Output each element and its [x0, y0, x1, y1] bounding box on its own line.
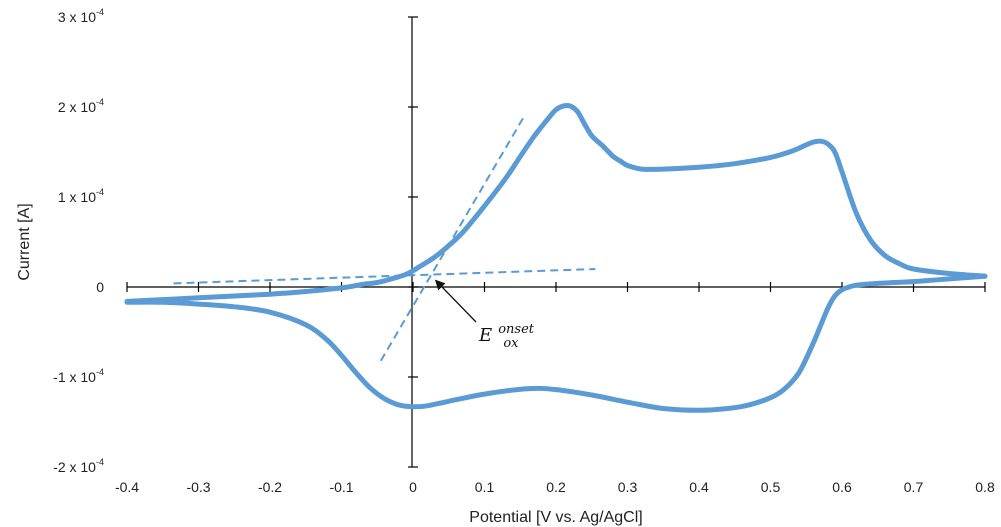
x-tick-label: 0.6: [832, 479, 852, 495]
y-axis-tick-labels: 3 x 10-4 2 x 10-4 1 x 10-4 0 -1 x 10-4 -2 x 1…: [53, 7, 104, 475]
onset-symbol: E: [478, 325, 492, 346]
y-tick-label: 3 x 10-4: [58, 7, 104, 25]
x-tick-label: 0.7: [904, 479, 924, 495]
data-series: [124, 103, 988, 413]
y-axis-ticks: [408, 16, 418, 468]
y-tick-label: 2 x 10-4: [58, 97, 104, 115]
x-tick-label: 0.5: [761, 479, 781, 495]
x-tick-label: 0.4: [689, 479, 709, 495]
series-line: [124, 273, 988, 413]
tangent-lines: [173, 116, 596, 362]
x-axis-title: Potential [V vs. Ag/AgCl]: [469, 509, 642, 526]
tangent-line: [379, 116, 525, 362]
x-axis-tick-labels: -0.4 -0.3 -0.2 -0.1 0 0.1 0.2 0.3 0.4 0.5 0.6 0.7 0.…: [115, 479, 995, 495]
y-tick-label: -1 x 10-4: [53, 367, 104, 385]
x-tick-label: 0: [409, 479, 417, 495]
y-tick-label: 1 x 10-4: [58, 187, 104, 205]
x-tick-label: -0.2: [258, 479, 282, 495]
x-tick-label: -0.4: [115, 479, 139, 495]
onset-annotation: E onset ox: [478, 318, 539, 351]
onset-subscript: ox: [503, 336, 519, 351]
x-tick-label: -0.1: [329, 479, 353, 495]
onset-arrow: [434, 279, 477, 323]
x-tick-label: 0.8: [975, 479, 995, 495]
tangent-line: [173, 268, 596, 285]
x-tick-label: 0.3: [618, 479, 638, 495]
x-tick-label: -0.3: [186, 479, 210, 495]
x-tick-label: 0.1: [475, 479, 495, 495]
y-axis-title: Current [A]: [16, 203, 33, 280]
series-line: [124, 103, 988, 304]
x-tick-label: 0.2: [546, 479, 566, 495]
y-tick-label: 0: [96, 279, 104, 295]
onset-superscript: onset: [498, 322, 535, 337]
y-tick-label: -2 x 10-4: [53, 457, 104, 475]
